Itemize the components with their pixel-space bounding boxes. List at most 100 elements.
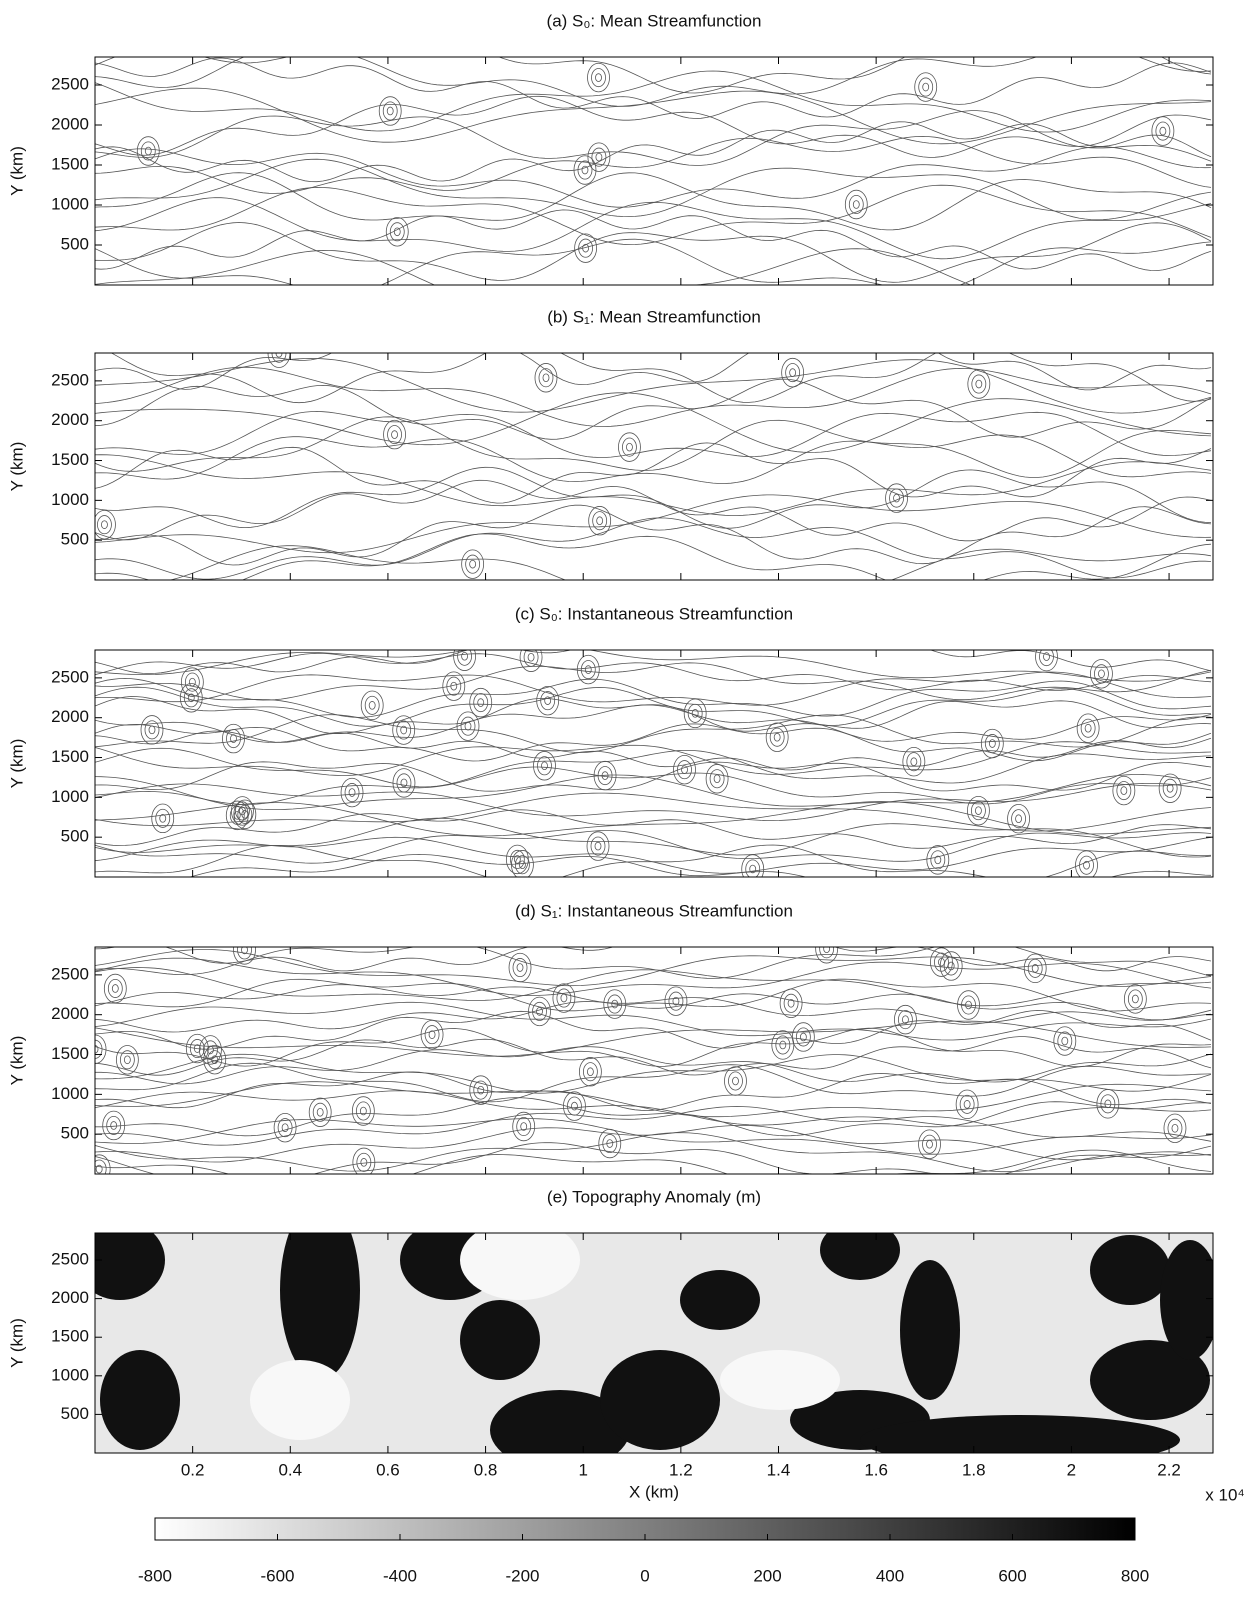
y-tick-label: 1500 bbox=[51, 1044, 89, 1063]
colorbar-tick-label: -600 bbox=[260, 1566, 294, 1585]
contour-ring bbox=[108, 979, 122, 997]
contour-ring bbox=[845, 190, 867, 219]
contour-ring bbox=[145, 147, 151, 155]
contour-ring bbox=[1012, 810, 1026, 828]
contour-line bbox=[95, 1091, 1211, 1126]
y-tick-label: 1000 bbox=[51, 1084, 89, 1103]
topography-blob bbox=[600, 1350, 720, 1450]
contour-ring bbox=[421, 1020, 443, 1049]
contour-ring bbox=[397, 774, 411, 792]
plot-area bbox=[95, 33, 1211, 302]
contour-ring bbox=[724, 1067, 746, 1096]
colorbar-tick-label: 0 bbox=[640, 1566, 649, 1585]
x-tick-label: 0.4 bbox=[278, 1460, 302, 1479]
contour-ring bbox=[728, 1072, 742, 1090]
contour-ring bbox=[927, 1140, 933, 1148]
x-tick-label: 0.2 bbox=[181, 1460, 205, 1479]
contour-ring bbox=[543, 374, 549, 382]
contour-line bbox=[95, 443, 1211, 503]
contour-ring bbox=[923, 1135, 937, 1153]
contour-ring bbox=[509, 953, 531, 982]
contour-line bbox=[95, 96, 1211, 157]
contour-ring bbox=[786, 364, 800, 382]
colorbar-tick-label: -400 bbox=[383, 1566, 417, 1585]
contour-line bbox=[95, 1150, 1211, 1188]
contour-ring bbox=[104, 974, 126, 1003]
contour-ring bbox=[511, 850, 533, 879]
contour-line bbox=[95, 1063, 1211, 1102]
contour-ring bbox=[964, 1100, 970, 1108]
contour-ring bbox=[981, 729, 1003, 758]
contour-ring bbox=[242, 810, 248, 818]
y-axis-label: Y (km) bbox=[7, 1036, 26, 1086]
contour-ring bbox=[732, 1077, 738, 1085]
topography-blob bbox=[460, 1300, 540, 1380]
contour-line bbox=[95, 411, 1211, 457]
contour-ring bbox=[596, 74, 602, 82]
contour-line bbox=[95, 393, 1211, 453]
contour-ring bbox=[561, 994, 567, 1002]
contour-ring bbox=[180, 683, 202, 712]
contour-ring bbox=[238, 941, 252, 959]
x-multiplier: x 10⁴ bbox=[1205, 1485, 1244, 1504]
contour-ring bbox=[911, 758, 917, 766]
x-tick-label: 2.2 bbox=[1157, 1460, 1181, 1479]
contour-ring bbox=[1159, 774, 1181, 803]
x-axis-label: X (km) bbox=[629, 1482, 679, 1501]
contour-ring bbox=[474, 694, 488, 712]
contour-ring bbox=[579, 239, 593, 257]
contour-ring bbox=[1124, 985, 1146, 1014]
colorbar-tick-label: 600 bbox=[998, 1566, 1026, 1585]
colorbar-tick-label: 800 bbox=[1121, 1566, 1149, 1585]
contour-ring bbox=[539, 369, 553, 387]
panel-title: (c) S₀: Instantaneous Streamfunction bbox=[515, 604, 793, 623]
contour-ring bbox=[149, 726, 155, 734]
y-tick-label: 2000 bbox=[51, 707, 89, 726]
contour-ring bbox=[578, 161, 592, 179]
contour-ring bbox=[1081, 719, 1095, 737]
contour-ring bbox=[309, 1098, 331, 1127]
panel-title: (a) S₀: Mean Streamfunction bbox=[547, 11, 762, 30]
contour-ring bbox=[361, 1158, 367, 1166]
contour-ring bbox=[742, 855, 764, 884]
contour-ring bbox=[226, 729, 240, 747]
contour-ring bbox=[968, 370, 990, 399]
contour-ring bbox=[597, 517, 603, 525]
contour-line bbox=[95, 58, 1211, 119]
y-tick-label: 2500 bbox=[51, 964, 89, 983]
contour-ring bbox=[222, 724, 244, 753]
contour-ring bbox=[97, 516, 111, 534]
y-axis-label: Y (km) bbox=[7, 739, 26, 789]
contour-ring bbox=[478, 699, 484, 707]
x-tick-label: 1.4 bbox=[767, 1460, 791, 1479]
contour-line bbox=[95, 417, 1211, 478]
contour-line bbox=[95, 994, 1211, 1032]
contour-ring bbox=[792, 1023, 814, 1052]
contour-ring bbox=[603, 1134, 617, 1152]
contour-ring bbox=[1156, 122, 1170, 140]
contour-ring bbox=[111, 1122, 117, 1130]
contour-ring bbox=[583, 1063, 597, 1081]
contour-ring bbox=[529, 997, 551, 1026]
contour-line bbox=[95, 663, 1211, 700]
contour-ring bbox=[976, 380, 982, 388]
contour-ring bbox=[585, 666, 591, 674]
y-tick-label: 2500 bbox=[51, 1250, 89, 1269]
colorbar-tick-label: 400 bbox=[876, 1566, 904, 1585]
contour-ring bbox=[517, 1117, 531, 1135]
figure: (a) S₀: Mean Streamfunction Y (km) 500 1000… bbox=[0, 0, 1253, 1596]
contour-ring bbox=[470, 560, 476, 568]
plot-area bbox=[93, 329, 1211, 600]
contour-line bbox=[95, 1082, 1211, 1117]
contour-line bbox=[95, 534, 1211, 592]
contour-ring bbox=[710, 770, 724, 788]
contour-ring bbox=[156, 809, 170, 827]
x-tick-label: 1.2 bbox=[669, 1460, 693, 1479]
contour-ring bbox=[782, 358, 804, 387]
contour-ring bbox=[466, 555, 480, 573]
contour-ring bbox=[388, 425, 402, 443]
y-tick-label: 1000 bbox=[51, 490, 89, 509]
contour-ring bbox=[898, 1011, 912, 1029]
contour-ring bbox=[462, 652, 468, 660]
y-tick-label: 500 bbox=[61, 827, 89, 846]
